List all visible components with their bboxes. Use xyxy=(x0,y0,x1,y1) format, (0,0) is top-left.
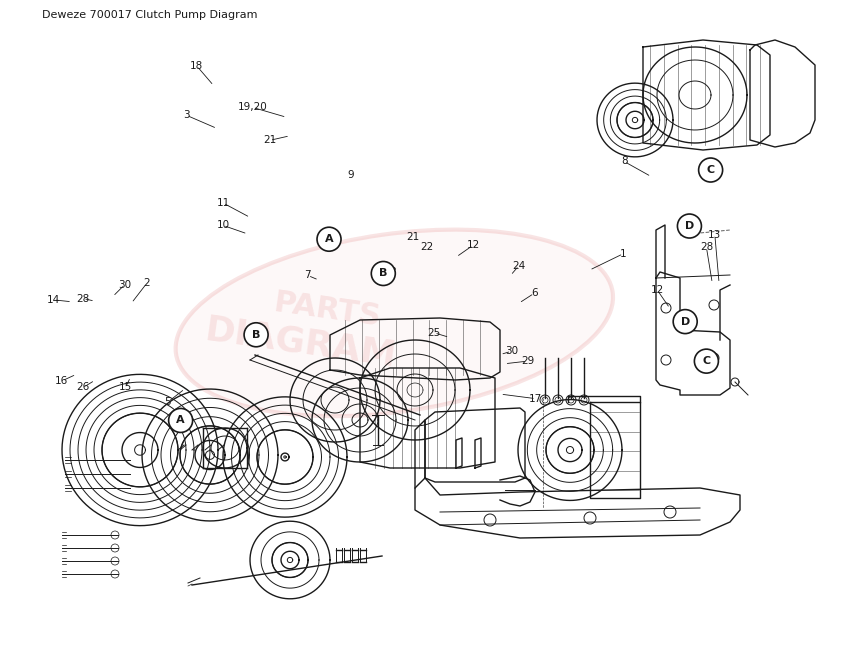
Text: D: D xyxy=(681,316,689,327)
Text: 2: 2 xyxy=(143,278,150,289)
Text: 6: 6 xyxy=(531,288,538,299)
Text: 1: 1 xyxy=(620,248,627,259)
Text: 14: 14 xyxy=(47,295,60,305)
Text: 19,20: 19,20 xyxy=(237,102,268,113)
Circle shape xyxy=(371,262,395,285)
Circle shape xyxy=(695,349,718,373)
Text: A: A xyxy=(325,234,333,244)
Text: 24: 24 xyxy=(512,260,526,271)
Text: 13: 13 xyxy=(708,230,722,241)
Text: 12: 12 xyxy=(466,240,480,250)
Text: PARTS: PARTS xyxy=(271,288,382,331)
Text: B: B xyxy=(252,330,260,340)
Text: 8: 8 xyxy=(621,156,628,167)
Text: 26: 26 xyxy=(76,382,90,393)
Text: DIAGRAM: DIAGRAM xyxy=(204,312,399,373)
Text: 15: 15 xyxy=(119,382,132,393)
Text: C: C xyxy=(702,356,711,366)
Text: 7: 7 xyxy=(304,270,311,281)
Text: 30: 30 xyxy=(118,279,131,290)
Circle shape xyxy=(244,323,268,347)
Circle shape xyxy=(317,227,341,251)
Text: D: D xyxy=(685,221,694,231)
Text: A: A xyxy=(176,415,185,426)
Circle shape xyxy=(678,214,701,238)
Text: 30: 30 xyxy=(505,346,518,357)
Text: 29: 29 xyxy=(521,356,534,366)
Text: 22: 22 xyxy=(420,242,433,252)
Text: 21: 21 xyxy=(263,135,276,146)
Text: 8: 8 xyxy=(389,267,396,277)
Text: 11: 11 xyxy=(216,198,230,208)
Circle shape xyxy=(673,310,697,333)
Text: 12: 12 xyxy=(650,285,664,295)
Circle shape xyxy=(169,409,192,432)
Text: Deweze 700017 Clutch Pump Diagram: Deweze 700017 Clutch Pump Diagram xyxy=(42,10,258,20)
Text: 9: 9 xyxy=(347,169,354,180)
Circle shape xyxy=(699,158,722,182)
Text: 17: 17 xyxy=(529,393,543,404)
Text: 10: 10 xyxy=(216,220,230,231)
Text: 25: 25 xyxy=(427,328,441,338)
Text: B: B xyxy=(379,268,388,279)
Text: 16: 16 xyxy=(55,376,69,386)
Text: 28: 28 xyxy=(76,293,90,304)
Text: C: C xyxy=(706,165,715,175)
Text: 3: 3 xyxy=(183,110,190,121)
Ellipse shape xyxy=(176,229,613,416)
Text: 5: 5 xyxy=(165,397,171,407)
Text: 18: 18 xyxy=(190,61,204,71)
Text: 21: 21 xyxy=(406,232,420,243)
Text: 28: 28 xyxy=(700,242,713,252)
